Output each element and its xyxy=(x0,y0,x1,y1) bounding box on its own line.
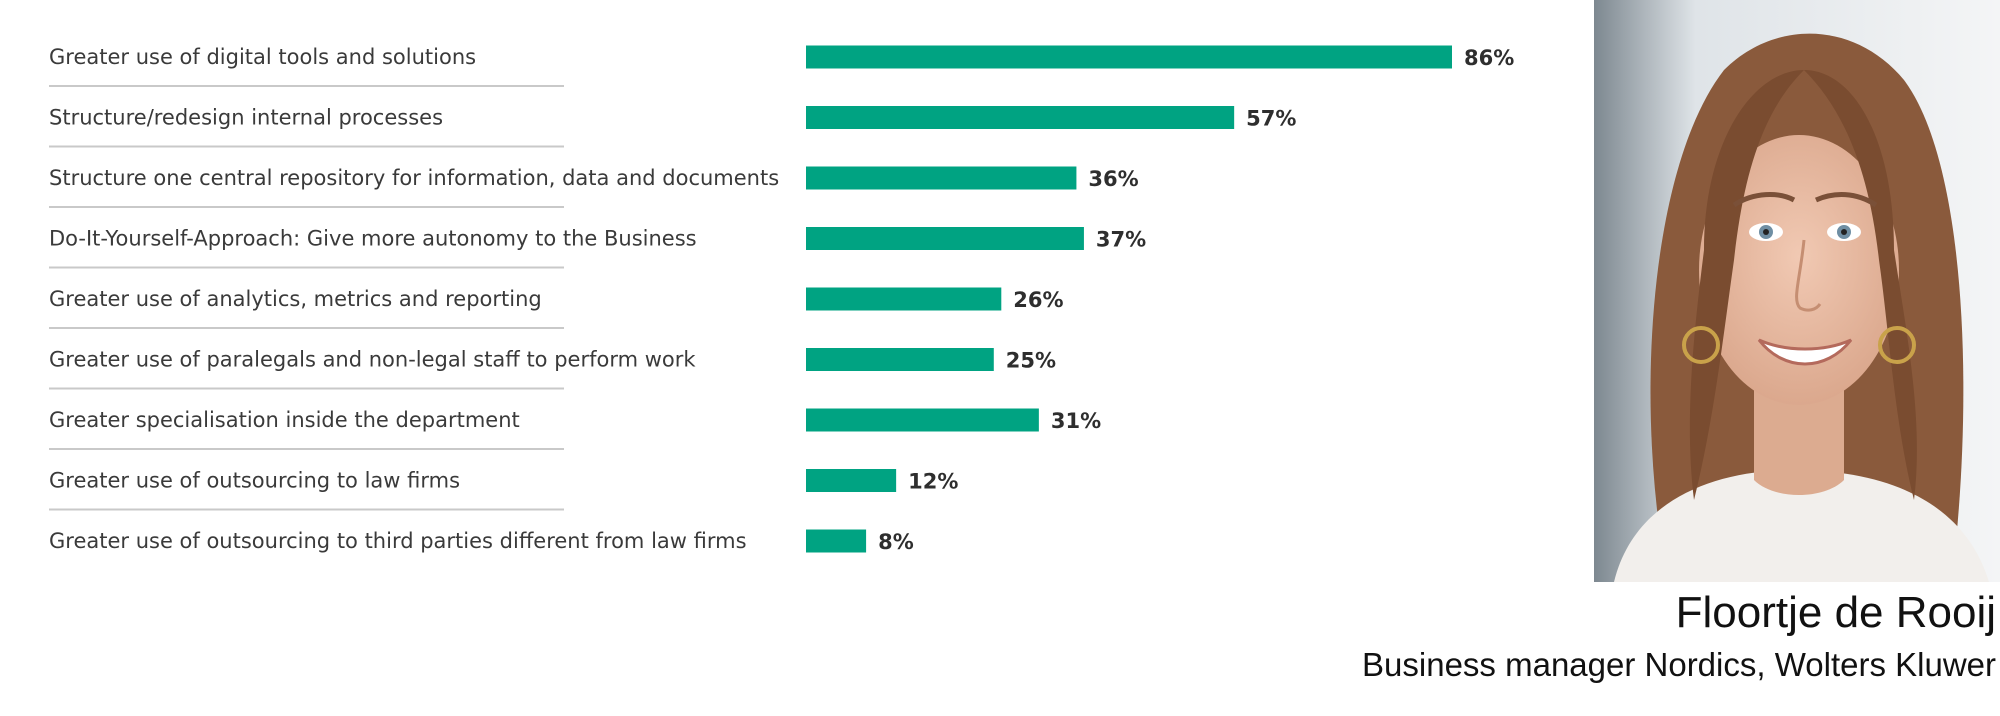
category-label: Greater use of analytics, metrics and re… xyxy=(49,287,542,311)
bar xyxy=(806,408,1039,432)
bar xyxy=(806,469,897,492)
category-label: Greater use of digital tools and solutio… xyxy=(49,45,476,69)
value-label: 25% xyxy=(1006,349,1056,373)
category-label: Greater use of outsourcing to third part… xyxy=(49,529,747,553)
bar xyxy=(806,106,1235,129)
value-label: 31% xyxy=(1051,409,1101,433)
category-label: Do-It-Yourself-Approach: Give more auton… xyxy=(49,227,697,251)
category-label: Greater specialisation inside the depart… xyxy=(49,408,520,432)
value-label: 86% xyxy=(1464,46,1514,70)
person-name: Floortje de Rooij xyxy=(1675,588,1996,637)
category-label: Structure one central repository for inf… xyxy=(49,166,779,190)
bar xyxy=(806,529,867,553)
bar xyxy=(806,287,1002,311)
category-label: Greater use of paralegals and non-legal … xyxy=(49,348,696,372)
value-label: 12% xyxy=(908,470,958,494)
bar xyxy=(806,227,1084,250)
value-label: 8% xyxy=(878,530,914,554)
bar xyxy=(806,45,1452,69)
category-label: Structure/redesign internal processes xyxy=(49,106,443,130)
value-label: 26% xyxy=(1013,288,1063,312)
bar xyxy=(806,166,1077,190)
value-label: 57% xyxy=(1246,107,1296,131)
bar xyxy=(806,348,994,371)
person-role: Business manager Nordics, Wolters Kluwer xyxy=(1362,646,1996,683)
bar-chart: Greater use of digital tools and solutio… xyxy=(49,45,1514,554)
category-label: Greater use of outsourcing to law firms xyxy=(49,469,460,493)
value-label: 37% xyxy=(1096,228,1146,252)
value-label: 36% xyxy=(1088,167,1138,191)
portrait-photo xyxy=(1594,0,2000,582)
